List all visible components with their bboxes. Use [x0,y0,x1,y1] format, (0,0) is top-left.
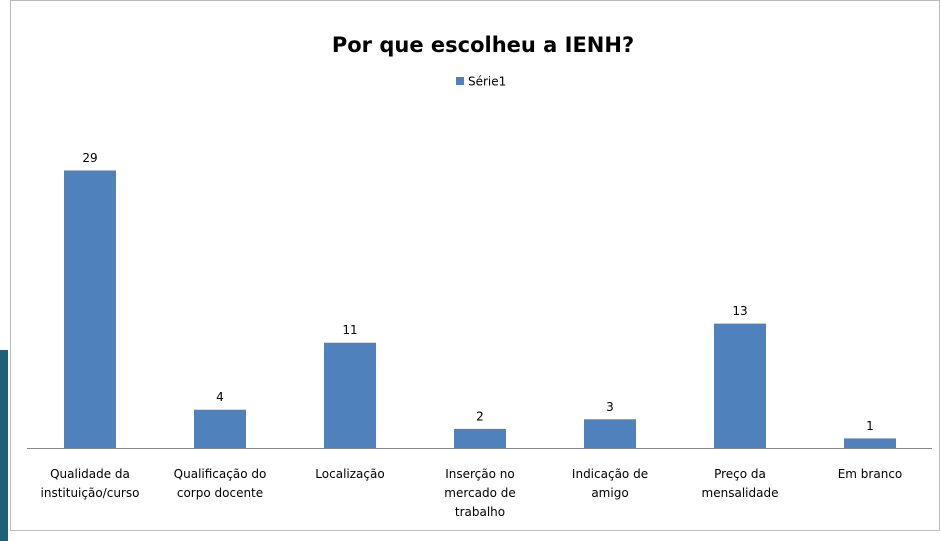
x-tick-line: Inserção no [445,467,515,481]
x-tick-label: Qualificação do corpo docente [174,467,267,500]
data-label: 2 [476,409,484,423]
legend-swatch [456,77,464,85]
x-tick-line: mercado de [444,486,515,500]
data-label: 29 [82,151,97,165]
data-label: 1 [866,419,874,433]
data-label: 13 [732,304,747,318]
bar [714,323,766,448]
x-tick-line: Em branco [838,467,903,481]
bar [324,342,376,448]
x-tick-line: instituição/curso [41,486,140,500]
x-tick-line: amigo [591,486,628,500]
bar [64,170,116,448]
x-tick-label: Qualidade da instituição/curso [41,467,140,500]
data-label: 11 [342,323,357,337]
data-label: 4 [216,390,224,404]
x-tick-line: Preço da [714,467,766,481]
bar [584,419,636,448]
x-tick-line: trabalho [455,505,505,519]
x-tick-line: Qualidade da [50,467,130,481]
x-tick-line: Localização [315,467,384,481]
bar [194,409,246,448]
x-tick-label: Preço da mensalidade [702,467,779,500]
x-tick-line: corpo docente [177,486,263,500]
data-label: 3 [606,400,614,414]
x-tick-label: Em branco [838,467,903,481]
chart-title: Por que escolheu a IENH? [332,33,634,57]
legend-label: Série1 [468,75,506,89]
x-tick-label: Localização [315,467,384,481]
side-strip [0,350,8,541]
x-tick-line: Qualificação do [174,467,267,481]
x-tick-label: Indicação de amigo [572,467,648,500]
bar [844,438,896,448]
x-tick-label: Inserção no mercado de trabalho [444,467,515,519]
x-tick-line: mensalidade [702,486,779,500]
bar [454,428,506,448]
x-tick-line: Indicação de [572,467,648,481]
